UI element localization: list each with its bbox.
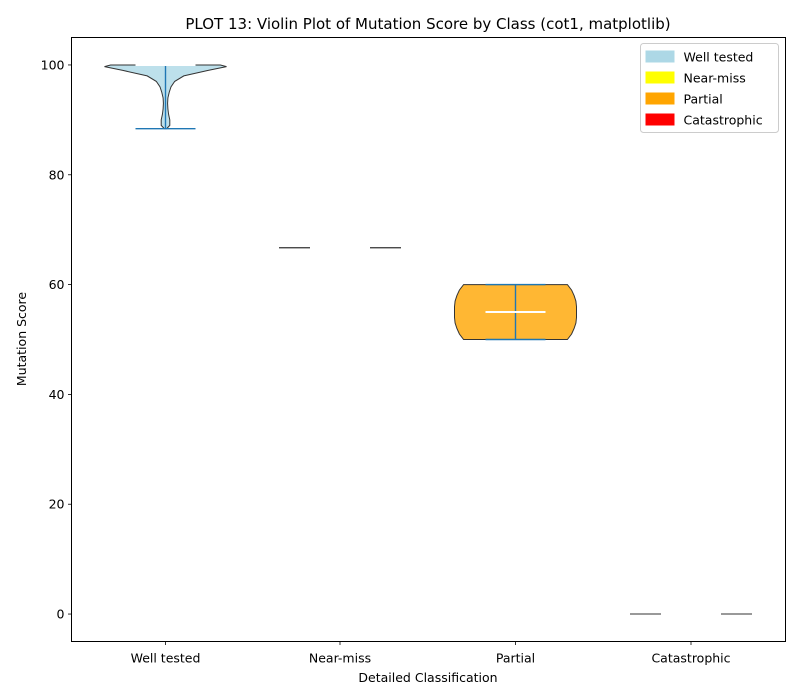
legend-swatch [645,113,675,126]
y-tick-label: 100 [41,57,65,72]
chart-title: PLOT 13: Violin Plot of Mutation Score b… [185,15,670,33]
legend-label: Well tested [684,50,754,65]
x-tick-label: Catastrophic [651,651,730,666]
x-tick-label: Near-miss [309,651,371,666]
y-tick-label: 60 [49,277,65,292]
legend: Well tested Near-miss Partial Catastrophic [640,43,779,133]
violin-partial [454,283,577,341]
legend-frame [640,43,779,133]
y-tick-label: 80 [49,167,65,182]
legend-swatch [645,92,675,105]
legend-swatch [645,71,675,84]
x-axis-label: Detailed Classification [358,670,497,685]
y-axis-label: Mutation Score [14,292,29,387]
legend-label: Near-miss [684,71,746,86]
violin-well-tested [104,63,227,130]
y-tick-label: 40 [49,387,65,402]
legend-swatch [645,50,675,63]
y-tick-label: 0 [57,607,65,622]
x-tick-label: Well tested [131,651,201,666]
x-tick-label: Partial [496,651,535,666]
legend-label: Catastrophic [684,113,763,128]
legend-label: Partial [684,92,723,107]
plot-frame [71,37,786,642]
y-tick-label: 20 [49,497,65,512]
